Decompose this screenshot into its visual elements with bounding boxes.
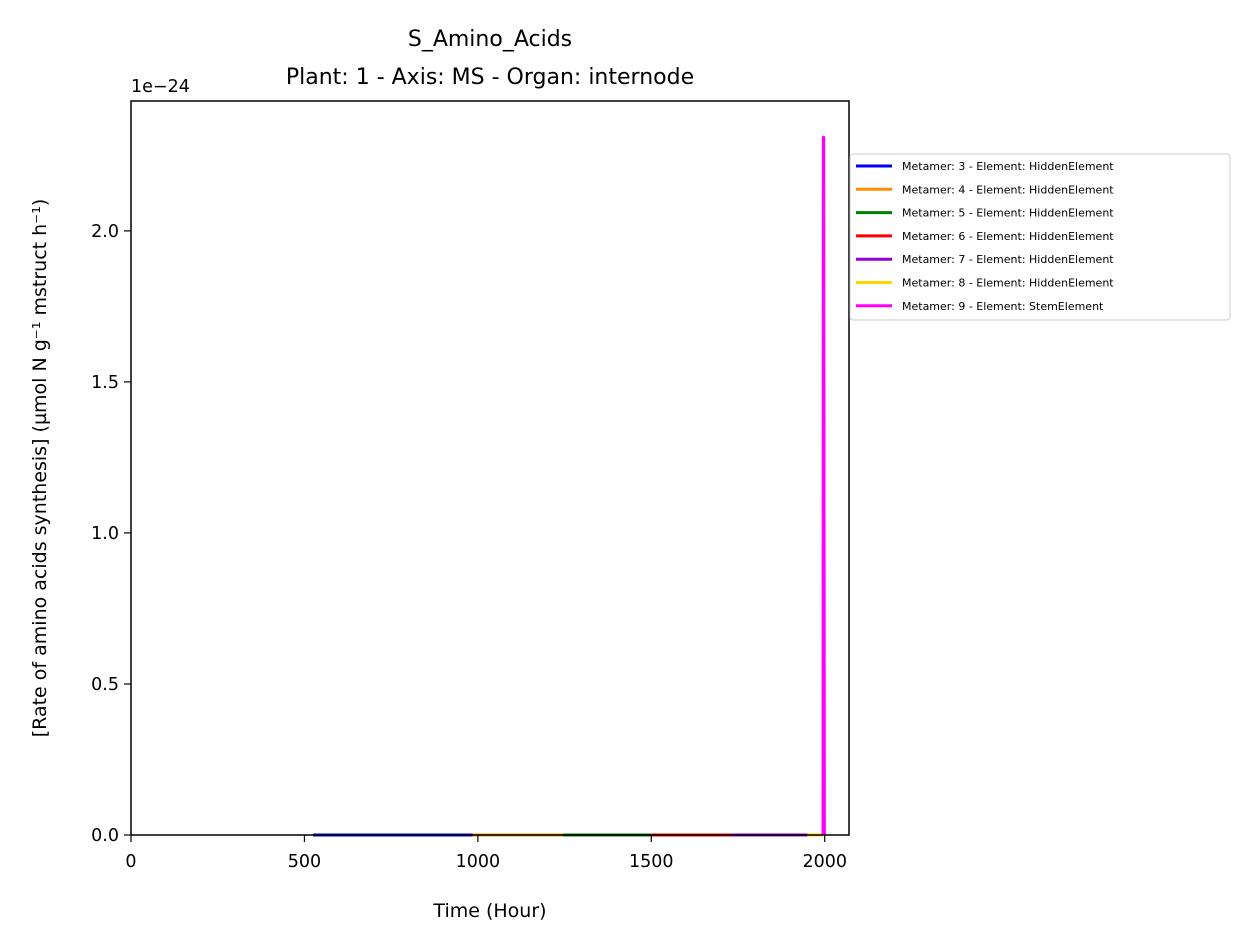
y-offset-label: 1e−24 xyxy=(131,77,190,97)
chart-title: S_Amino_Acids xyxy=(408,27,572,52)
y-tick-label: 0.0 xyxy=(91,826,119,846)
x-tick-label: 2000 xyxy=(802,852,847,872)
legend-item: Metamer: 8 - Element: HiddenElement xyxy=(856,277,1114,290)
legend-label: Metamer: 9 - Element: StemElement xyxy=(902,300,1104,313)
legend-label: Metamer: 8 - Element: HiddenElement xyxy=(902,277,1114,290)
legend-label: Metamer: 5 - Element: HiddenElement xyxy=(902,207,1114,220)
legend-item: Metamer: 5 - Element: HiddenElement xyxy=(856,207,1114,220)
y-axis-label: [Rate of amino acids synthesis] (µmol N … xyxy=(29,199,51,737)
chart-subtitle: Plant: 1 - Axis: MS - Organ: internode xyxy=(286,65,694,90)
y-tick-label: 2.0 xyxy=(91,222,119,242)
y-tick-label: 1.0 xyxy=(91,524,119,544)
legend-label: Metamer: 3 - Element: HiddenElement xyxy=(902,160,1114,173)
legend: Metamer: 3 - Element: HiddenElement Metam… xyxy=(849,153,1231,321)
x-tick-label: 1000 xyxy=(456,852,501,872)
legend-label: Metamer: 6 - Element: HiddenElement xyxy=(902,230,1114,243)
legend-item: Metamer: 3 - Element: HiddenElement xyxy=(856,160,1114,173)
legend-item: Metamer: 7 - Element: HiddenElement xyxy=(856,253,1114,266)
legend-label: Metamer: 4 - Element: HiddenElement xyxy=(902,183,1114,196)
x-tick-label: 0 xyxy=(125,852,136,872)
x-axis-ticks: 0 500 1000 1500 2000 xyxy=(125,835,847,872)
y-tick-label: 1.5 xyxy=(91,373,119,393)
x-tick-label: 500 xyxy=(288,852,321,872)
y-axis-ticks: 0.0 0.5 1.0 1.5 2.0 xyxy=(91,222,131,846)
x-tick-label: 1500 xyxy=(629,852,674,872)
legend-item: Metamer: 6 - Element: HiddenElement xyxy=(856,230,1114,243)
plot-frame xyxy=(130,100,850,836)
legend-items: Metamer: 3 - Element: HiddenElement Metam… xyxy=(856,160,1114,313)
legend-item: Metamer: 9 - Element: StemElement xyxy=(856,300,1104,313)
legend-item: Metamer: 4 - Element: HiddenElement xyxy=(856,183,1114,196)
y-tick-label: 0.5 xyxy=(91,675,119,695)
series-line-7 xyxy=(821,135,826,836)
x-axis-label: Time (Hour) xyxy=(432,900,546,922)
legend-label: Metamer: 7 - Element: HiddenElement xyxy=(902,253,1114,266)
series-layer xyxy=(313,135,826,837)
legend-frame xyxy=(849,153,1231,321)
